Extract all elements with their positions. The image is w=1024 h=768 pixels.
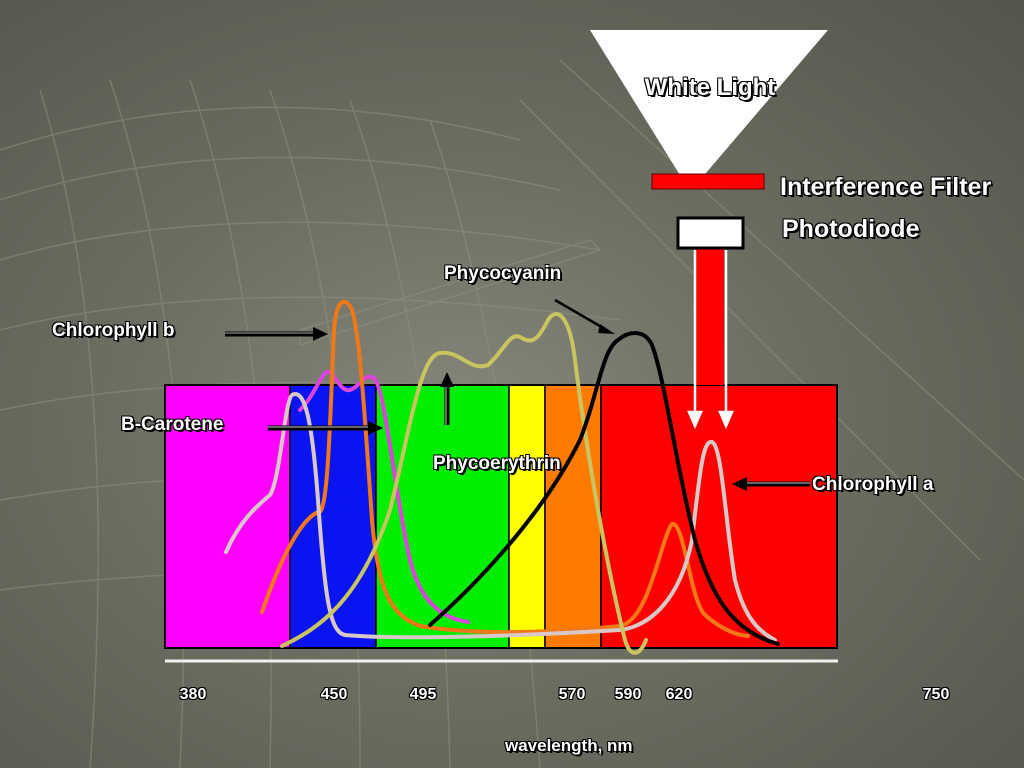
chlorophyll-b-label: Chlorophyll b [52,320,175,341]
photodiode-label: Photodiode [782,215,920,243]
tick-label: 570 [558,686,586,703]
spectrum-bands [164,384,838,649]
tick-label: 380 [179,686,207,703]
spectrum-band [544,384,602,649]
b-carotene-label: B-Carotene [121,414,224,435]
pointer-arrows [225,298,810,491]
light-beam [696,248,724,385]
interference-filter [651,173,765,190]
chlorophyll-a-label: Chlorophyll a [812,474,934,495]
wavelength-axis-label: wavelength, nm [505,736,633,755]
tick-label: 450 [320,686,348,703]
phycocyanin-curve [428,331,780,646]
b-carotene-curve [298,370,470,624]
tick-label: 620 [665,686,693,703]
phycoerythrin-label: Phycoerythrin [433,453,561,474]
tick-label: 495 [409,686,437,703]
phycocyanin-label: Phycocyanin [444,263,562,284]
white-light-label: White Light [644,74,776,101]
spectrum-frame [164,384,838,649]
tick-label: 590 [614,686,642,703]
spectrum-band [600,384,838,649]
beam-arrows [687,250,734,430]
chlorophyll-a-curve [224,392,777,642]
spectrum-band [508,384,546,649]
absorption-curves [224,299,780,655]
interference-filter-label: Interference Filter [780,173,992,201]
light-cone [590,30,828,180]
chlorophyll-b-curve [260,299,750,638]
phycoerythrin-curve [280,312,648,655]
tick-label: 750 [922,686,950,703]
photodiode [676,216,745,250]
